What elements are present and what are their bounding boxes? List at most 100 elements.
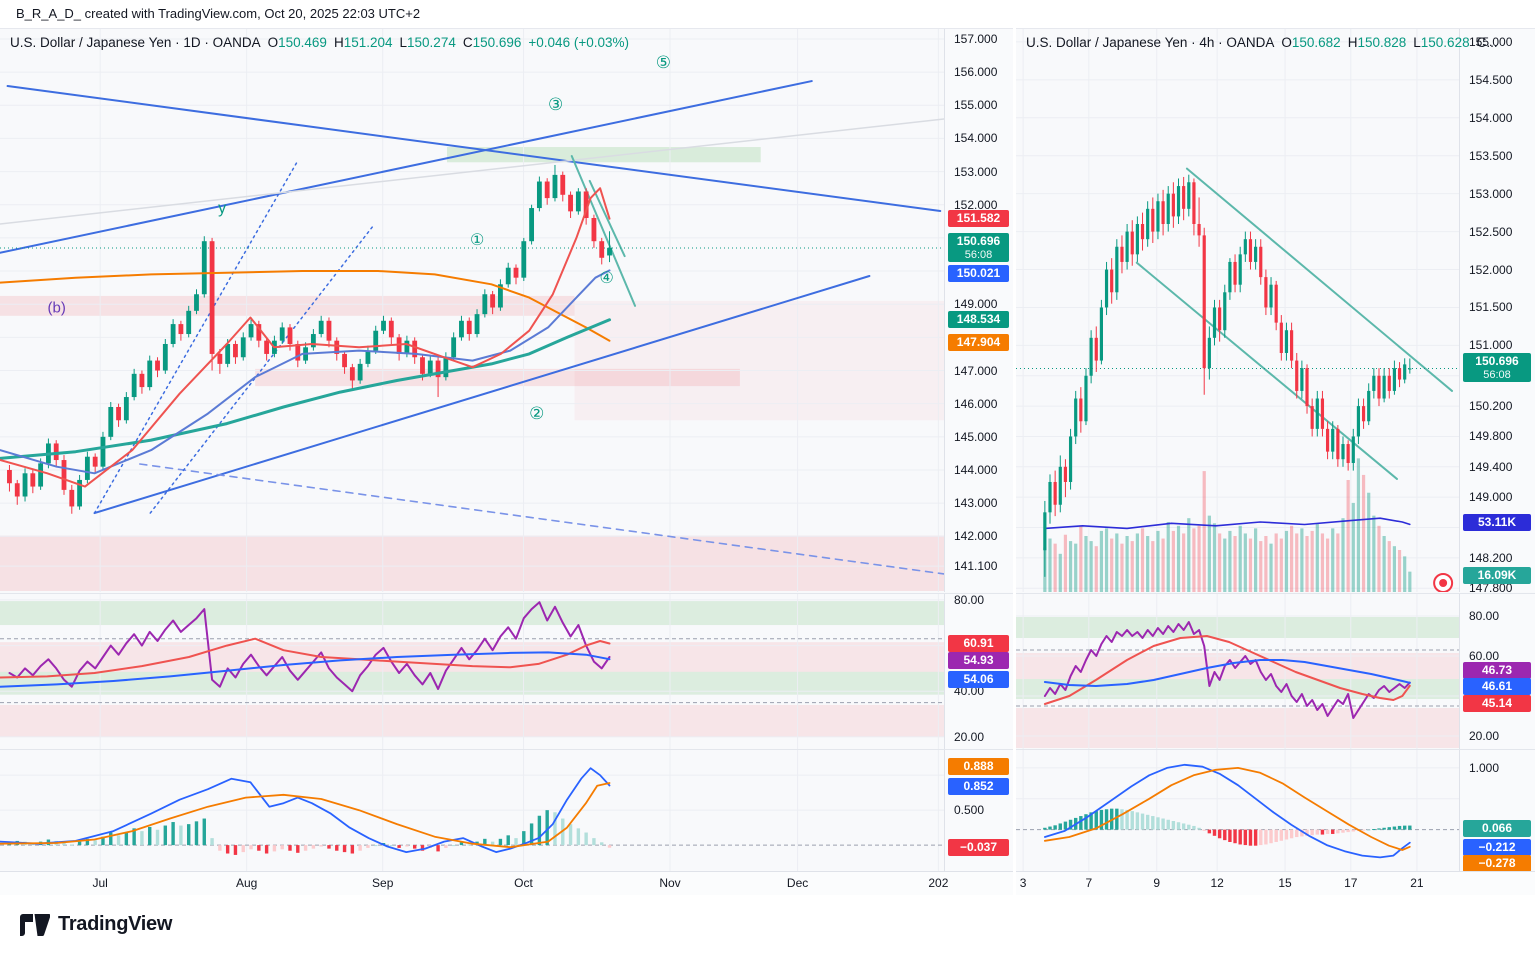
left-rsi-plot[interactable] [0,594,945,749]
scale-tick: 154.000 [1469,110,1513,125]
time-axis-label: Nov [659,876,681,890]
scale-badge: 0.852 [948,777,1009,795]
scale-tick: 149.000 [954,297,998,312]
left-time-axis[interactable]: Jul Aug Sep Oct Nov Dec 202 [0,871,1013,896]
right-price-pane[interactable]: 155.000 154.500 154.000 153.500 153.000 152.5… [1016,29,1535,592]
time-axis-label: 12 [1210,876,1224,890]
scale-tick: 149.000 [1469,490,1513,505]
right-symbol-header[interactable]: U.S. Dollar / Japanese Yen · 4h · OANDA O… [1026,35,1498,50]
scale-badge: 0.888 [948,758,1009,775]
ohlc-value: 151.204 [343,35,393,50]
wave-label: (b) [47,299,66,317]
scale-badge: −0.278 [1463,854,1531,871]
right-macd-pane[interactable]: 1.000 0.066 −0.212 −0.278 [1016,749,1535,871]
scale-tick: 155.000 [954,98,998,113]
ohlc-value: 150.828 [1357,35,1407,50]
ohlc-key: H [333,35,344,50]
time-axis-label: Jul [92,876,108,890]
scale-tick: 145.000 [954,429,998,444]
right-price-scale[interactable]: 155.000 154.500 154.000 153.500 153.000 152.5… [1459,29,1535,592]
wave-label: ② [529,403,545,423]
tradingview-logo-text: TradingView [58,913,173,935]
time-axis-label: 202 [928,876,949,890]
ohlc-key: O [1281,35,1292,50]
time-axis-label: 21 [1410,876,1424,890]
attribution-header: B_R_A_D_ created with TradingView.com, O… [0,0,1535,28]
scale-tick: 152.500 [1469,224,1513,239]
right-macd-plot[interactable] [1016,750,1460,871]
scale-tick: 153.000 [1469,186,1513,201]
time-axis-label: Aug [235,876,258,890]
scale-badge: 151.582 [948,209,1009,227]
scale-badge: −0.037 [948,838,1009,856]
left-rsi-pane[interactable]: 80.00 40.00 20.00 60.91 54.93 54.06 [0,593,1013,749]
record-icon[interactable] [1433,572,1454,592]
wave-label: ④ [599,270,614,287]
scale-tick: 147.800 [1469,581,1513,592]
ohlc-value: ... [1486,35,1498,50]
ohlc-value: 150.469 [278,35,327,50]
scale-badge: 0.066 [1463,819,1531,837]
change-value: +0.046 (+0.03%) [528,35,629,50]
scale-tick: 80.00 [1469,609,1500,623]
scale-tick: 20.00 [954,729,985,744]
scale-badge: 54.93 [948,652,1009,670]
scale-badge: 147.904 [948,333,1009,351]
ohlc-key: H [1347,35,1358,50]
wave-label: ③ [548,94,564,114]
time-axis-label: Sep [372,876,394,890]
scale-tick: 143.000 [954,496,998,511]
time-axis-label: 7 [1085,876,1093,890]
left-macd-scale[interactable]: 0.500 0.888 0.852 −0.037 [944,750,1013,871]
left-rsi-scale[interactable]: 80.00 40.00 20.00 60.91 54.93 54.06 [944,594,1013,749]
right-rsi-pane[interactable]: 80.00 60.00 20.00 46.73 46.61 45.14 [1016,593,1535,749]
right-price-plot[interactable] [1016,29,1460,592]
scale-tick: 147.000 [954,363,998,378]
scale-tick: 152.000 [954,197,998,212]
left-price-plot[interactable] [0,29,945,592]
ohlc-value: 150.628 [1420,35,1470,50]
scale-badge: 150.696 56:08 [1463,353,1531,383]
symbol-title: U.S. Dollar / Japanese Yen · 4h · OANDA [1026,35,1275,50]
scale-tick: 151.500 [1469,300,1513,315]
time-axis-label: Dec [786,876,809,890]
scale-tick: 144.000 [954,462,998,477]
time-axis-label: 3 [1019,876,1027,890]
chart-divider [1013,28,1016,895]
scale-tick: 150.200 [1469,399,1513,414]
scale-badge: 53.11K [1463,514,1531,532]
scale-tick: 141.100 [954,559,998,574]
left-macd-plot[interactable] [0,750,945,871]
left-price-scale[interactable]: 157.000 156.000 155.000 154.000 153.000 152.0… [944,29,1013,592]
time-axis-label: 15 [1278,876,1292,890]
left-price-pane[interactable]: 157.000 156.000 155.000 154.000 153.000 152.0… [0,29,1013,592]
time-axis-label: 9 [1153,876,1161,890]
ohlc-key: C [1476,35,1487,50]
scale-badge: 46.61 [1463,677,1531,695]
scale-badge: 148.534 [948,310,1009,328]
scale-tick: 153.000 [954,164,998,179]
right-macd-scale[interactable]: 1.000 0.066 −0.212 −0.278 [1459,750,1535,871]
scale-badge: 150.696 56:08 [948,232,1009,262]
scale-tick: 142.000 [954,529,998,544]
ohlc-key: C [462,35,473,50]
right-time-axis[interactable]: 3 7 9 12 15 17 21 [1016,871,1535,896]
footer: TradingView [0,895,1535,957]
symbol-title: U.S. Dollar / Japanese Yen · 1D · OANDA [10,35,261,50]
scale-badge: 46.73 [1463,661,1531,679]
scale-badge: −0.212 [1463,838,1531,856]
right-rsi-scale[interactable]: 80.00 60.00 20.00 46.73 46.61 45.14 [1459,594,1535,749]
scale-badge: 16.09K [1463,567,1531,585]
right-chart-panel[interactable]: 155.000 154.500 154.000 153.500 153.000 152.5… [1016,28,1535,896]
scale-tick: 60.00 [1469,649,1500,663]
ohlc-value: 150.696 [472,35,522,50]
scale-tick: 153.500 [1469,148,1513,163]
left-symbol-header[interactable]: U.S. Dollar / Japanese Yen · 1D · OANDA O… [10,35,629,50]
tradingview-logo-link[interactable]: TradingView [20,913,172,936]
left-macd-pane[interactable]: 0.500 0.888 0.852 −0.037 [0,749,1013,871]
scale-tick: 154.000 [954,131,998,146]
time-axis-label: Oct [514,876,533,890]
right-rsi-plot[interactable] [1016,594,1460,749]
left-chart-panel[interactable]: 157.000 156.000 155.000 154.000 153.000 152.0… [0,28,1013,896]
ohlc-value: 150.682 [1291,35,1341,50]
